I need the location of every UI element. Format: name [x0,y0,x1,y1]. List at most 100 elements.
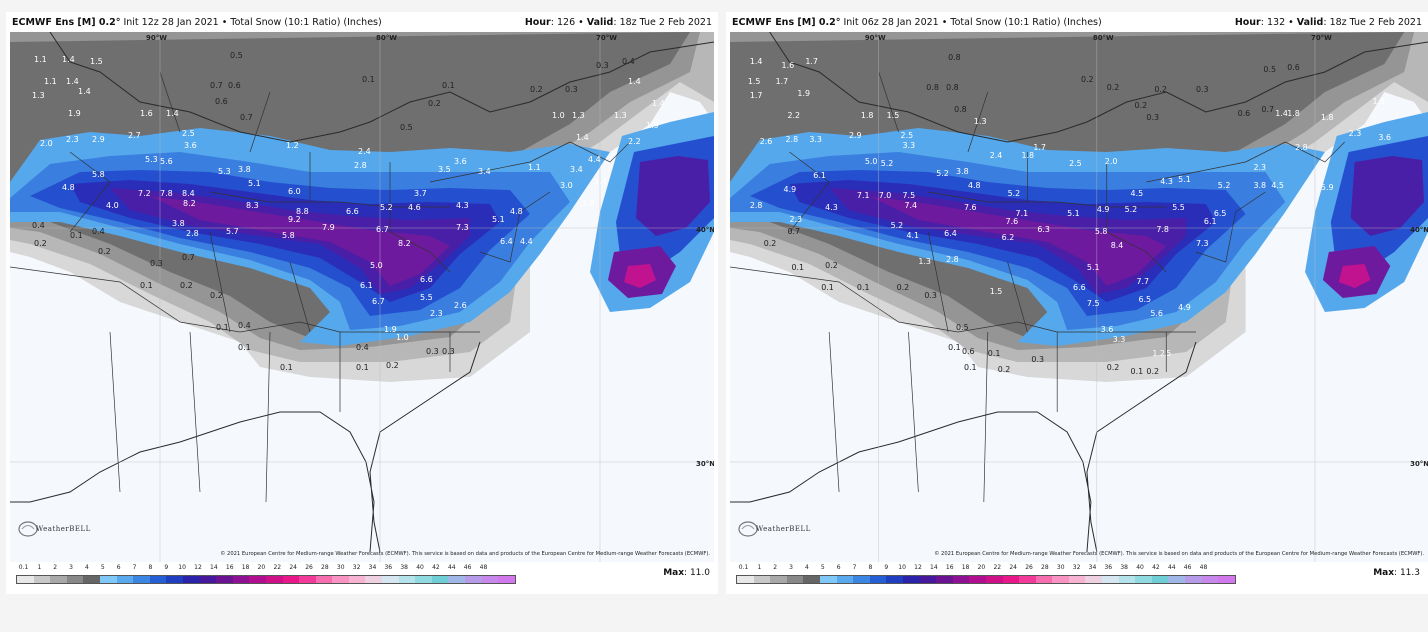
map-panel-right: ECMWF Ens [M] 0.2° Init 06z 28 Jan 2021 … [726,12,1428,594]
snowfall-value: 0.2 [530,85,543,94]
snowfall-value: 1.8 [1021,151,1034,160]
snowfall-value: 6.7 [372,297,385,306]
snowfall-value: 1.5 [748,77,761,86]
legend-tick-label: 0.1 [738,564,749,571]
snowfall-value: 2.8 [750,201,763,210]
legend-tick-label: 46 [1183,564,1192,571]
legend-tick-label: 2 [773,564,778,571]
snowfall-value: 0.1 [238,343,251,352]
legend-tick-label: 9 [884,564,889,571]
legend-tick-label: 36 [384,564,393,571]
legend-swatch [315,576,333,583]
snowfall-value: 3.4 [478,167,491,176]
snowfall-value: 3.3 [809,135,822,144]
snowfall-value: 3.8 [582,199,595,208]
snowfall-value: 1.0 [396,333,409,342]
map-panel-left: ECMWF Ens [M] 0.2° Init 12z 28 Jan 2021 … [6,12,718,594]
snowfall-value: 2.0 [1105,157,1118,166]
legend-tick-label: 38 [1120,564,1129,571]
legend-swatch [869,576,887,583]
legend-tick-label: 8 [868,564,873,571]
snowfall-value: 3.3 [1113,335,1126,344]
legend-ticks: 0.1 1 2 3 4 5 6 7 8 9 10 12 14 16 18 20 22 24 26 28 30 32 34 36… [16,564,516,574]
snowfall-value: 2.9 [92,135,105,144]
snowfall-value: 4.8 [968,181,981,190]
legend-tick-label: 14 [930,564,938,571]
legend-tick-label: 34 [1088,564,1097,571]
snowfall-value: 1.1 [44,77,57,86]
snowfall-value: 2.8 [186,229,199,238]
graticule-label: 80°W [376,34,397,42]
map-title: ECMWF Ens [M] 0.2° Init 12z 28 Jan 2021 … [12,17,382,28]
legend-swatch [969,576,986,583]
legend-tick-label: 40 [416,564,424,571]
legend-swatch [50,576,67,583]
legend-swatch [786,576,804,583]
snowfall-value: 0.1 [791,263,804,272]
snowfall-value: 1.9 [384,325,397,334]
snowfall-map: 90°W 80°W 70°W 40°N 30°N 1.4 1.6 1.7 1.5 1.7 1.7 1.… [730,32,1428,562]
snowfall-value: 1.8 [861,111,874,120]
snowfall-value: 8.2 [183,199,196,208]
copyright-credit: © 2021 European Centre for Medium-range … [220,551,710,557]
snowfall-value: 2.2 [788,111,801,120]
legend-tick-label: 7 [852,564,857,571]
max-value: Max: 11.3 [1373,568,1420,578]
graticule-label: 30°N [1410,460,1428,468]
snowfall-value: 1.5 [887,111,900,120]
snowfall-value: 1.9 [68,109,81,118]
legend-tick-label: 42 [1152,564,1160,571]
snowfall-value: 6.3 [1037,225,1050,234]
legend-swatch [365,576,383,583]
legend-swatch [17,576,34,583]
offshore-snow-cell-2 [1350,156,1425,236]
legend-swatch [116,576,134,583]
legend-tick-label: 10 [898,564,906,571]
legend-tick-label: 48 [1199,564,1208,571]
snowfall-value: 2.7 [128,131,141,140]
snowfall-value: 1.8 [1287,109,1300,118]
snowfall-value: 0.7 [182,253,195,262]
snowfall-value: 5.0 [370,261,383,270]
snowfall-value: 2.4 [990,151,1003,160]
snowfall-value: 3.6 [454,157,467,166]
legend-swatch [299,576,316,583]
snowfall-value: 1.7 [750,91,763,100]
snow-band-9 [150,196,450,286]
snowfall-value: 5.1 [492,215,505,224]
legend-tick-label: 32 [352,564,361,571]
snowfall-value: 7.8 [1156,225,1169,234]
snowfall-value: 0.7 [240,113,253,122]
snowfall-value: 7.0 [879,191,892,200]
snowfall-value: 7.7 [1137,277,1150,286]
coastline [10,32,714,553]
snowfall-value: 1.4 [576,133,589,142]
legend-tick-label: 18 [241,564,250,571]
legend-swatch [853,576,870,583]
snowfall-value: 0.3 [1146,113,1159,122]
graticule-label: 90°W [146,34,167,42]
offshore-snow-cell-2 [636,156,710,236]
snowfall-value: 5 [1166,349,1171,358]
snowfall-value: 0.3 [426,347,439,356]
snowfall-value: 4.5 [1271,181,1284,190]
legend-swatch [1151,576,1169,583]
snowfall-value: 2.8 [1295,143,1308,152]
snowfall-value: 4.6 [408,203,421,212]
snowfall-value: 0.2 [386,361,399,370]
legend-swatch [481,576,499,583]
snowfall-value: 1.3 [974,117,987,126]
snow-color-legend: 0.1 1 2 3 4 5 6 7 8 9 10 12 14 16 18 20 22 24 26 28 30 32 34 36… [16,564,516,590]
legend-tick-label: 26 [305,564,313,571]
snowfall-value: 0.2 [180,281,193,290]
legend-swatch [332,576,349,583]
snowfall-value: 0.7 [210,81,223,90]
legend-swatch [770,576,787,583]
snowfall-value: 6.1 [813,171,826,180]
legend-swatch [803,576,820,583]
legend-swatch [398,576,416,583]
legend-tick-label: 12 [914,564,922,571]
snowfall-value: 5.2 [1218,181,1231,190]
snowfall-value: 3.5 [438,165,451,174]
snowfall-value: 8.4 [1111,241,1124,250]
